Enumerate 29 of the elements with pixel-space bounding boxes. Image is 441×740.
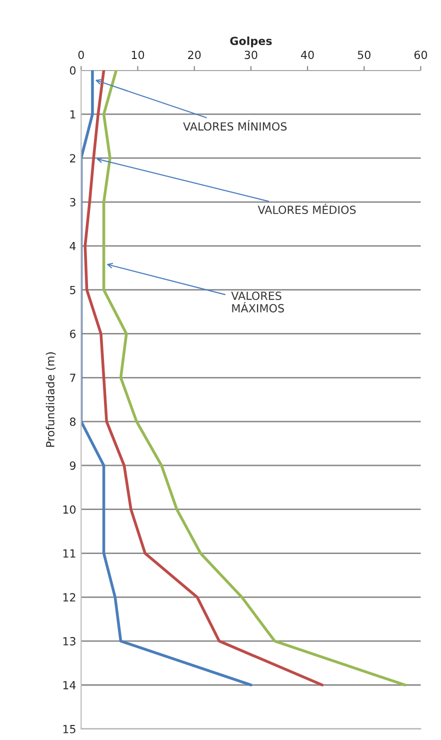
x-tick-label: 0 [78, 50, 84, 60]
x-tick-label: 10 [132, 50, 144, 60]
y-tick-label: 0 [70, 66, 76, 75]
y-tick-label: 13 [63, 637, 76, 646]
y-tick-label: 3 [70, 198, 76, 206]
y-axis-title: Profundidade (m) [46, 352, 56, 447]
y-tick-label: 12 [63, 593, 76, 602]
y-tick-label: 10 [63, 505, 76, 514]
x-tick-label: 40 [301, 50, 314, 60]
x-tick-label: 50 [358, 50, 370, 60]
y-tick-label: 11 [63, 549, 76, 558]
x-tick-label: 20 [188, 50, 201, 60]
y-tick-label: 7 [70, 374, 76, 382]
y-tick-label: 9 [70, 461, 76, 470]
y-tick-label: 2 [70, 154, 76, 162]
y-tick-label: 14 [63, 681, 76, 690]
annotation: VALORES MÍNIMOS [183, 120, 287, 131]
line-series [102, 70, 406, 686]
x-axis-title: Golpes [230, 36, 272, 48]
y-tick-label: 15 [63, 725, 76, 734]
x-tick-label: 60 [414, 50, 428, 60]
annotation: VALORES MÁXIMOS [231, 292, 284, 312]
y-tick-label: 5 [70, 286, 76, 294]
annotation: VALORES MÉDIOS [258, 204, 356, 214]
y-tick-label: 4 [70, 242, 76, 250]
y-tick-label: 1 [70, 110, 76, 118]
y-tick-label: 6 [70, 330, 76, 338]
y-tick-label: 8 [70, 418, 76, 426]
x-tick-label: 30 [244, 50, 258, 60]
